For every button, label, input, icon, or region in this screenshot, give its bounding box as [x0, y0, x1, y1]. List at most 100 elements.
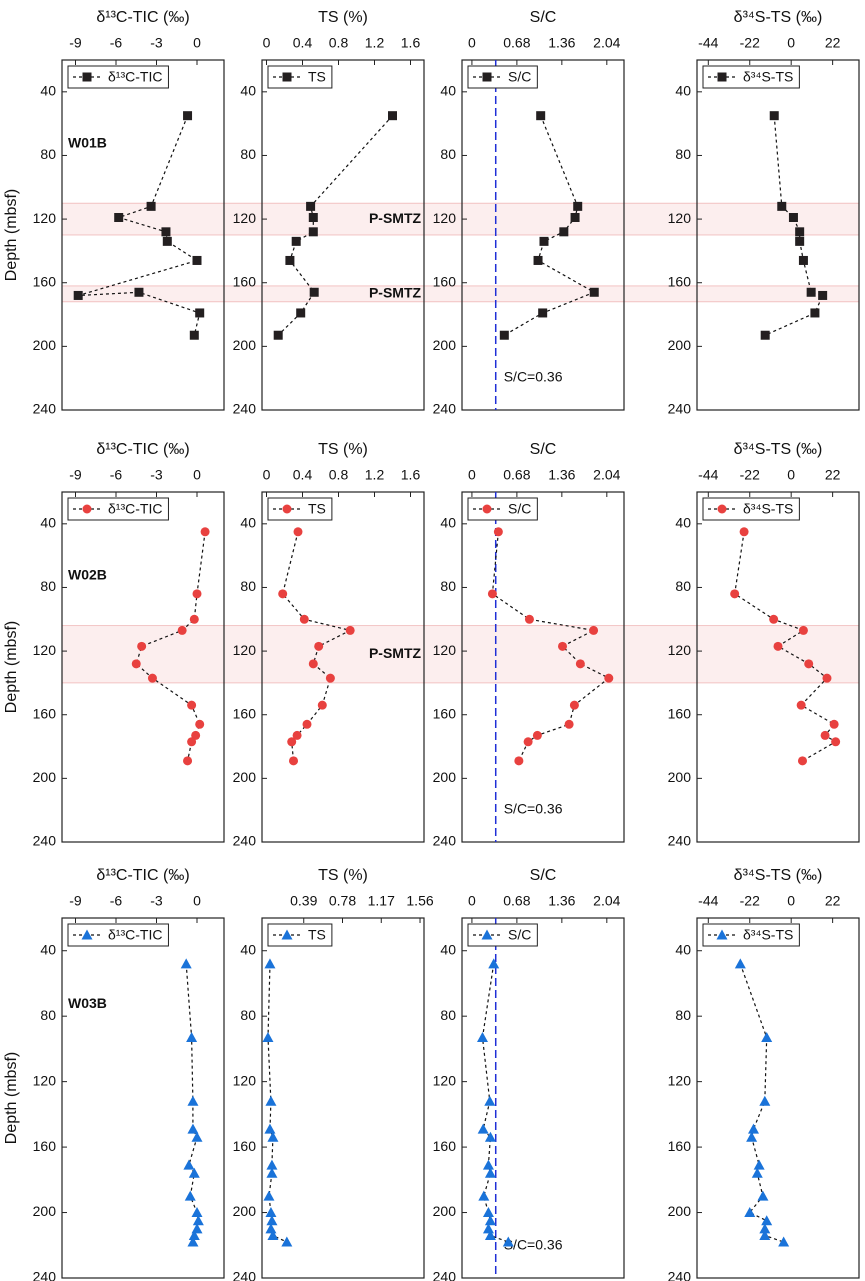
marker: [569, 700, 579, 710]
legend-marker: [482, 72, 492, 82]
y-tick-label: 200: [33, 1203, 57, 1219]
x-tick-label: 22: [825, 35, 841, 51]
y-tick-label: 80: [440, 1007, 456, 1023]
legend-label: δ³⁴S-TS: [743, 69, 793, 85]
marker: [476, 1031, 488, 1042]
marker: [296, 308, 306, 318]
y-tick-label: 200: [233, 769, 257, 785]
smtz-band: [61, 202, 860, 236]
marker: [267, 1131, 279, 1142]
plot-frame: [61, 491, 225, 843]
marker: [484, 1229, 496, 1240]
x-tick-label: 1.6: [401, 35, 421, 51]
marker: [484, 1167, 496, 1178]
y-tick-label: 40: [40, 83, 56, 99]
marker: [188, 1229, 200, 1240]
x-tick-label: -9: [69, 35, 82, 51]
legend-marker: [482, 504, 492, 514]
y-tick-label: 160: [668, 273, 692, 289]
marker: [147, 673, 157, 683]
x-tick-label: 1.36: [548, 893, 575, 909]
y-tick-label: 120: [33, 642, 57, 658]
plot-frame: [696, 59, 860, 411]
y-tick-label: 80: [675, 1007, 691, 1023]
y-tick-label: 40: [440, 515, 456, 531]
x-tick-label: 1.17: [368, 893, 395, 909]
y-tick-label: 80: [40, 146, 56, 162]
marker: [73, 290, 83, 300]
y-tick-label: 160: [33, 1138, 57, 1154]
axis-title: S/C: [530, 441, 557, 458]
marker: [177, 625, 187, 635]
marker: [265, 1095, 277, 1106]
marker: [265, 1223, 277, 1234]
marker: [482, 1207, 494, 1218]
marker: [477, 1123, 489, 1134]
marker: [195, 719, 205, 729]
y-tick-label: 240: [433, 401, 457, 417]
legend-marker: [282, 504, 292, 514]
marker: [187, 700, 197, 710]
plot-frame: [61, 59, 225, 411]
x-tick-label: -9: [69, 467, 82, 483]
marker: [325, 673, 335, 683]
x-tick-label: 0: [787, 35, 795, 51]
marker: [189, 330, 199, 340]
marker: [187, 1236, 199, 1247]
marker: [187, 1123, 199, 1134]
y-tick-label: 80: [40, 578, 56, 594]
marker: [183, 111, 193, 121]
x-tick-label: 0: [787, 467, 795, 483]
y-tick-label: 40: [675, 83, 691, 99]
legend-box: [467, 65, 538, 89]
marker: [183, 1159, 195, 1170]
x-tick-label: 2.04: [593, 35, 620, 51]
marker: [539, 236, 549, 246]
band-label: P-SMTZ: [369, 210, 422, 226]
y-tick-label: 200: [433, 769, 457, 785]
marker: [482, 1223, 494, 1234]
marker: [291, 236, 301, 246]
x-tick-label: 0.8: [329, 35, 349, 51]
marker: [265, 1207, 277, 1218]
x-tick-label: 0.68: [503, 893, 530, 909]
plot-frame: [261, 491, 425, 843]
plot-frame: [61, 917, 225, 1279]
x-tick-label: 0: [263, 467, 271, 483]
y-tick-label: 160: [433, 705, 457, 721]
marker: [200, 527, 210, 537]
marker: [533, 255, 543, 265]
marker: [573, 201, 583, 211]
legend-box: [67, 923, 169, 947]
y-tick-label: 160: [668, 705, 692, 721]
marker: [314, 641, 324, 651]
x-tick-label: -3: [150, 467, 163, 483]
x-tick-label: 2.04: [593, 893, 620, 909]
marker: [191, 1207, 203, 1218]
y-tick-label: 240: [668, 401, 692, 417]
marker: [487, 589, 497, 599]
y-tick-label: 200: [33, 337, 57, 353]
x-tick-label: 22: [825, 893, 841, 909]
y-tick-label: 120: [233, 642, 257, 658]
marker: [589, 625, 599, 635]
legend-label: δ¹³C-TIC: [108, 927, 162, 943]
marker: [484, 1215, 496, 1226]
legend-label: TS: [308, 501, 326, 517]
x-tick-label: -44: [698, 467, 718, 483]
legend-box: [702, 923, 800, 947]
y-axis-label: Depth (mbsf): [3, 621, 20, 713]
x-tick-label: 1.2: [365, 467, 385, 483]
x-tick-label: -6: [110, 467, 123, 483]
y-tick-label: 240: [433, 1269, 457, 1281]
y-tick-label: 80: [240, 578, 256, 594]
marker: [484, 1131, 496, 1142]
reference-label: S/C=0.36: [504, 369, 563, 385]
y-tick-label: 120: [668, 1072, 692, 1088]
legend-box: [467, 923, 538, 947]
marker: [493, 527, 503, 537]
y-tick-label: 160: [668, 1138, 692, 1154]
marker: [753, 1159, 765, 1170]
marker: [536, 111, 546, 121]
marker: [278, 589, 288, 599]
